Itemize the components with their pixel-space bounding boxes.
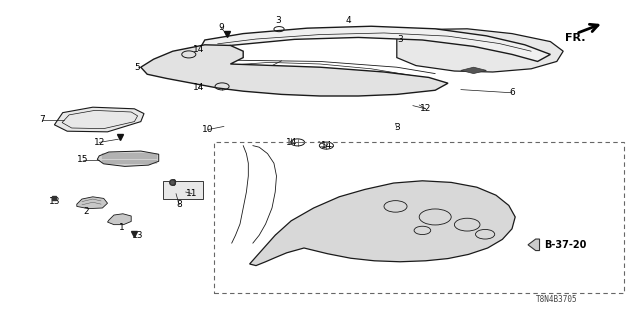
Bar: [214, 142, 624, 293]
Text: B-37-20: B-37-20: [544, 240, 586, 250]
Polygon shape: [397, 29, 563, 72]
Polygon shape: [97, 151, 159, 166]
Text: FR.: FR.: [565, 33, 586, 43]
Text: 13: 13: [132, 231, 143, 240]
Polygon shape: [141, 45, 448, 96]
Text: 15: 15: [77, 156, 89, 164]
Text: 8: 8: [177, 200, 182, 209]
Polygon shape: [108, 214, 131, 225]
Text: 11: 11: [186, 189, 198, 198]
Text: 3: 3: [397, 36, 403, 44]
Bar: [163, 181, 203, 199]
Text: 2: 2: [84, 207, 89, 216]
Text: 14: 14: [193, 45, 204, 54]
Text: 4: 4: [346, 16, 351, 25]
Text: 14: 14: [193, 84, 204, 92]
Text: 14: 14: [285, 138, 297, 147]
Polygon shape: [198, 26, 550, 61]
Polygon shape: [54, 107, 144, 132]
Text: 6: 6: [509, 88, 515, 97]
Text: 13: 13: [49, 197, 60, 206]
Text: 14: 14: [321, 141, 332, 150]
Text: 3: 3: [276, 16, 281, 25]
Text: 3: 3: [394, 124, 399, 132]
Text: 5: 5: [135, 63, 140, 72]
Text: 9: 9: [170, 180, 175, 188]
Text: 9: 9: [218, 23, 223, 32]
Text: 12: 12: [93, 138, 105, 147]
Text: 1: 1: [119, 223, 124, 232]
Polygon shape: [77, 197, 108, 209]
Text: T8N4B3705: T8N4B3705: [536, 295, 578, 304]
Text: 12: 12: [420, 104, 431, 113]
Polygon shape: [528, 239, 540, 251]
Text: 10: 10: [202, 125, 214, 134]
Polygon shape: [250, 181, 515, 266]
Polygon shape: [461, 67, 486, 74]
Text: 7: 7: [39, 116, 44, 124]
